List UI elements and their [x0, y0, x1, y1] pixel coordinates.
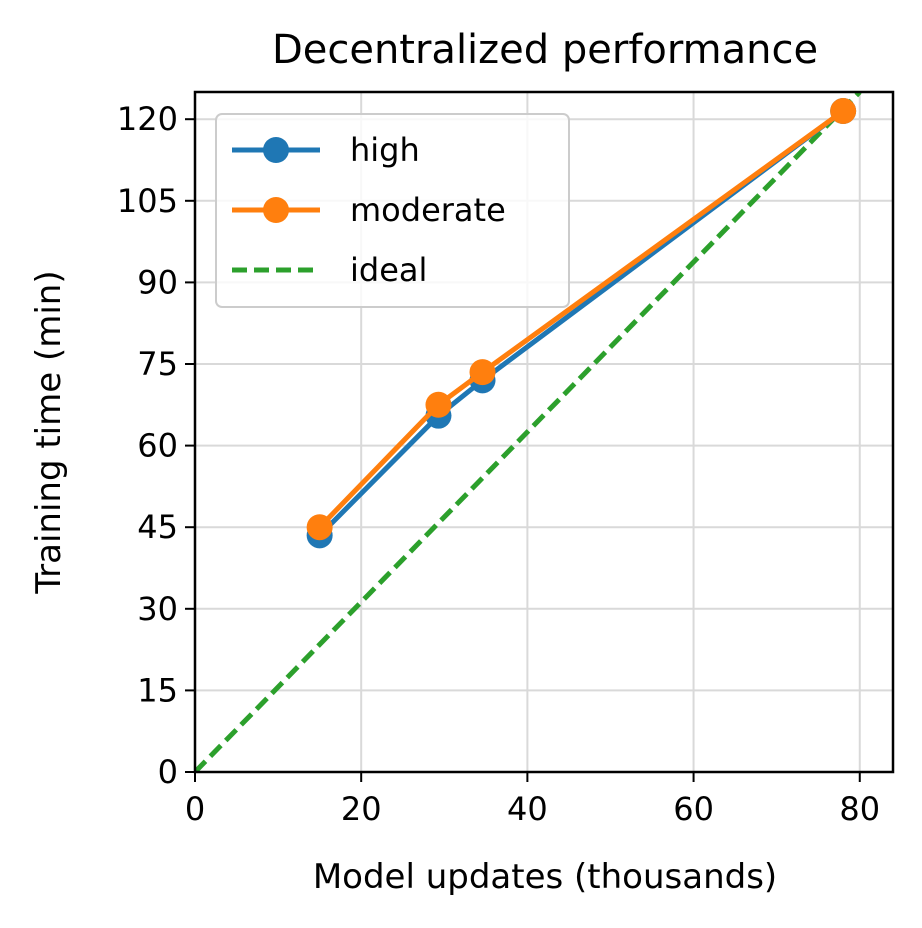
point-moderate [830, 98, 857, 125]
y-axis-label: Training time (min) [29, 270, 69, 594]
y-tick-label: 15 [137, 671, 178, 709]
x-tick-label: 60 [673, 790, 714, 828]
x-tick-label: 80 [839, 790, 880, 828]
plot-frame [193, 90, 895, 774]
legend-label-ideal: ideal [350, 251, 427, 289]
x-tick-label: 40 [507, 790, 548, 828]
y-tick-label: 105 [117, 182, 178, 220]
y-tick-label: 60 [137, 427, 178, 465]
point-moderate [306, 514, 333, 541]
series-line-high [317, 108, 846, 538]
y-tick-label: 75 [137, 345, 178, 383]
legend-marker-moderate [263, 197, 289, 223]
point-moderate [469, 359, 496, 386]
y-tick-label: 90 [137, 263, 178, 301]
y-tick-label: 45 [137, 508, 178, 546]
legend-marker-high [263, 137, 289, 163]
legend: high moderate ideal [215, 113, 570, 308]
chart-title: Decentralized performance [272, 27, 818, 73]
y-tick-label: 120 [117, 100, 178, 138]
series-group [195, 92, 862, 772]
legend-box [215, 113, 570, 308]
series-line-ideal [195, 92, 862, 772]
y-tick-label: 0 [158, 753, 178, 791]
legend-label-high: high [350, 131, 420, 169]
point-moderate [425, 391, 452, 418]
series-line-moderate [317, 108, 846, 530]
x-axis-label: Model updates (thousands) [313, 857, 777, 897]
x-tick-label: 20 [341, 790, 382, 828]
legend-label-moderate: moderate [350, 191, 506, 229]
y-tick-label: 30 [137, 590, 178, 628]
x-tick-label: 0 [185, 790, 205, 828]
ticks: 0 20 40 60 80 0 15 30 45 60 75 90 105 120 [117, 100, 880, 828]
